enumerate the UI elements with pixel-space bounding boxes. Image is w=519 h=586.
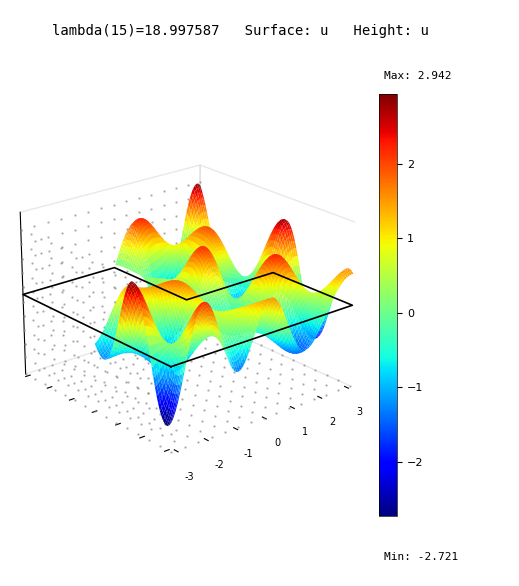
Text: lambda(15)=18.997587   Surface: u   Height: u: lambda(15)=18.997587 Surface: u Height: … [52, 24, 429, 38]
Text: Max: 2.942: Max: 2.942 [384, 70, 452, 80]
Text: Min: -2.721: Min: -2.721 [384, 551, 458, 561]
